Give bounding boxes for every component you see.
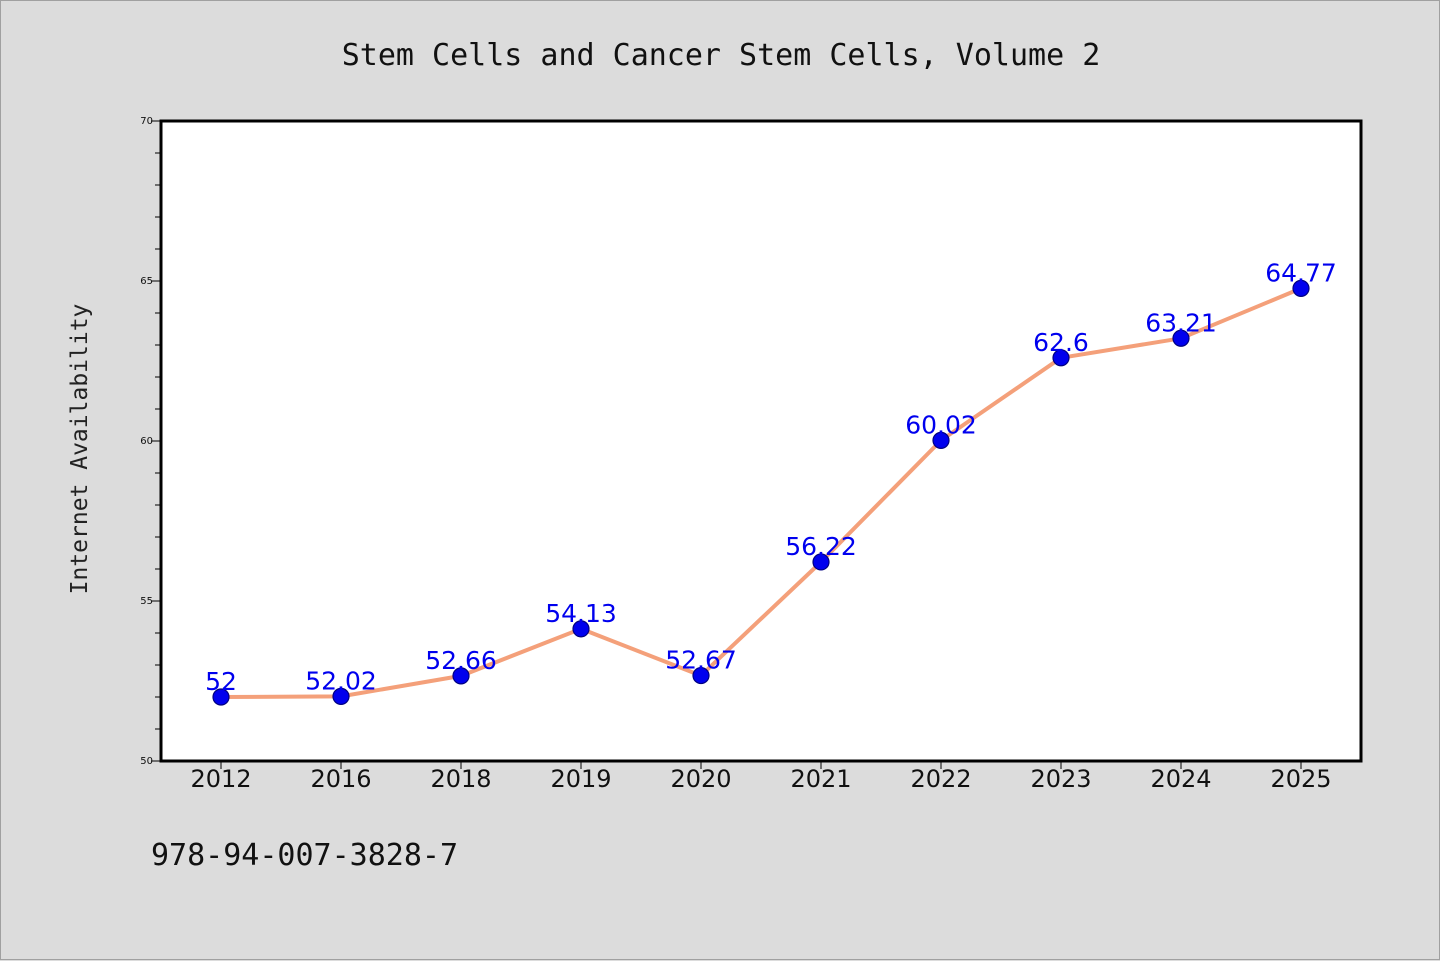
plot-area	[159, 119, 1363, 763]
x-tick-label: 2022	[910, 765, 971, 793]
data-point	[572, 620, 590, 638]
data-point	[1172, 329, 1190, 347]
y-tick-label: 60	[140, 436, 153, 447]
x-tick-label: 2019	[550, 765, 611, 793]
data-label: 52.66	[425, 646, 497, 675]
data-label: 60.02	[905, 410, 977, 439]
data-label: 52	[205, 667, 237, 696]
data-label: 64.77	[1265, 258, 1337, 287]
data-label: 54.13	[545, 599, 617, 628]
y-tick-label: 55	[140, 596, 153, 607]
data-point	[692, 666, 710, 685]
data-markers	[212, 279, 1310, 706]
y-axis: 50 55 60 65 70	[140, 116, 161, 767]
x-tick-label: 2012	[190, 765, 251, 793]
data-point	[812, 553, 830, 571]
data-label: 63.21	[1145, 308, 1217, 337]
y-tick-label: 50	[140, 756, 153, 767]
data-label: 52.02	[305, 666, 377, 695]
data-point	[932, 431, 950, 449]
series-line	[219, 286, 1303, 699]
x-tick-label: 2020	[670, 765, 731, 793]
data-point	[1292, 279, 1310, 297]
chart-title: Stem Cells and Cancer Stem Cells, Volume…	[342, 38, 1101, 73]
y-tick-label: 65	[140, 276, 153, 287]
x-tick-label: 2023	[1030, 765, 1091, 793]
x-tick-label: 2016	[310, 765, 371, 793]
x-axis: 2012 2016 2018 2019 2020 2021 2022 2023 2024 2025	[190, 761, 1332, 793]
y-tick-label: 70	[140, 116, 153, 127]
x-tick-label: 2024	[1150, 765, 1211, 793]
x-tick-label: 2021	[790, 765, 851, 793]
data-point	[1052, 349, 1070, 367]
y-axis-label: Internet Availability	[67, 304, 93, 595]
x-tick-label: 2018	[430, 765, 491, 793]
data-point	[452, 667, 470, 685]
data-point	[212, 688, 230, 706]
x-tick-label: 2025	[1270, 765, 1331, 793]
data-label: 56.22	[785, 532, 857, 561]
data-point	[332, 687, 350, 705]
data-labels: 52 52.02 52.66 54.13 52.67 56.22 60.02 62.6 63.2…	[205, 258, 1337, 696]
data-label: 52.67	[665, 646, 737, 675]
isbn-text: 978-94-007-3828-7	[151, 838, 458, 873]
data-label: 62.6	[1033, 328, 1089, 357]
